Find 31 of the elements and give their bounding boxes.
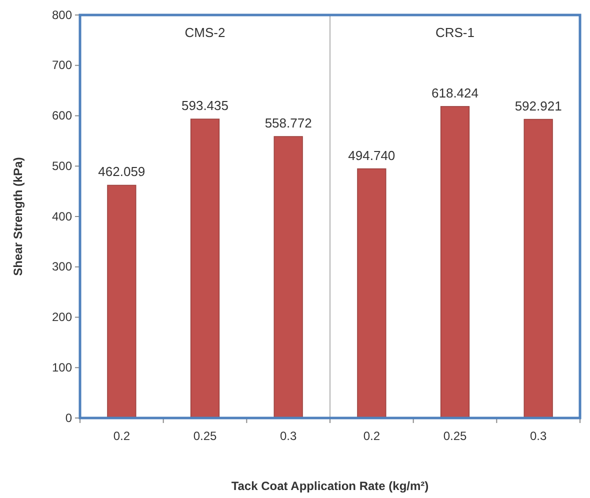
annotation: CMS-2 [184, 25, 226, 40]
y-tick-label: 400 [52, 209, 72, 224]
x-tick-label: 0.2 [363, 429, 380, 444]
y-axis-title: Shear Strength (kPa) [11, 157, 25, 276]
y-tick-label: 500 [52, 158, 72, 173]
x-tick-label: 0.3 [530, 429, 547, 444]
x-tick-label: 0.3 [280, 429, 297, 444]
x-tick-label: 0.25 [193, 429, 217, 444]
y-tick-label: 300 [52, 260, 72, 274]
bar [107, 184, 136, 418]
bar [274, 136, 303, 418]
annotation: CRS-1 [435, 25, 475, 40]
data-label: 593.435 [182, 98, 228, 114]
x-tick-label: 0.2 [113, 429, 130, 444]
data-label: 558.772 [264, 116, 312, 131]
y-tick-label: 700 [52, 58, 72, 72]
y-tick-label: 800 [52, 8, 72, 22]
data-label: 592.921 [514, 98, 562, 114]
bar [190, 118, 220, 418]
y-tick-label: 600 [52, 108, 72, 123]
x-tick-label: 0.25 [443, 429, 467, 444]
y-tick-label: 100 [52, 360, 72, 374]
data-label: 462.059 [98, 164, 146, 180]
bar [357, 168, 386, 418]
bar [440, 106, 470, 418]
data-label: 494.740 [348, 148, 396, 163]
bar [524, 118, 553, 418]
data-label: 618.424 [432, 85, 478, 100]
y-tick-label: 0 [65, 410, 72, 425]
y-tick-label: 200 [52, 310, 72, 324]
x-axis-title: Tack Coat Application Rate (kg/m²) [231, 479, 429, 493]
